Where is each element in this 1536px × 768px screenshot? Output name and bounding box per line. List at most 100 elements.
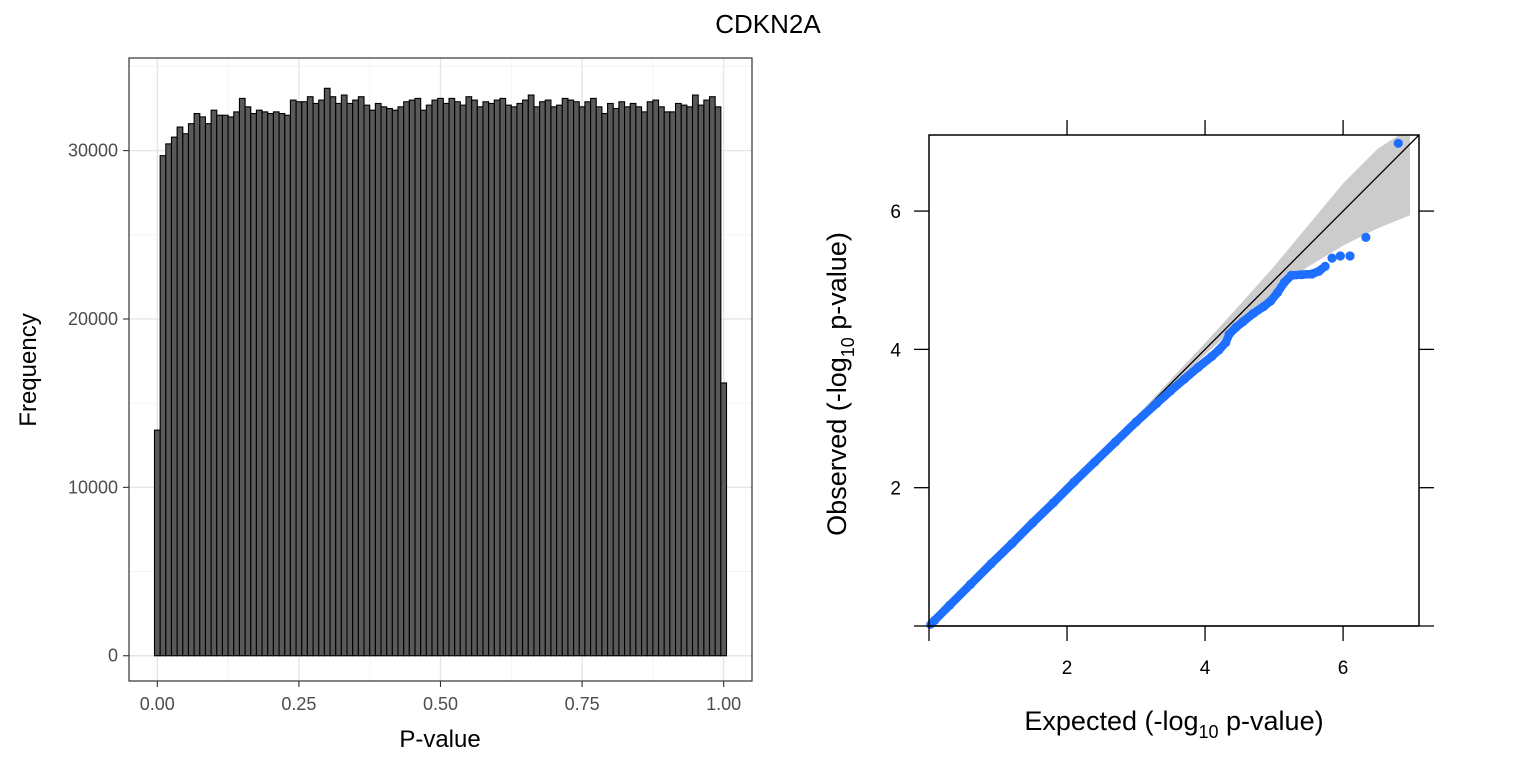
histogram-bar — [516, 102, 524, 657]
histogram-bars — [153, 87, 728, 657]
histogram-bar — [561, 97, 569, 657]
qq-y-label-sub: 10 — [838, 337, 858, 357]
figure-title: CDKN2A — [715, 9, 821, 39]
histogram-bar — [403, 101, 410, 657]
histogram-bar — [448, 97, 456, 657]
histogram-bar — [618, 101, 626, 657]
histogram-bar — [216, 114, 223, 657]
qq-point — [1165, 386, 1176, 396]
histogram-bar — [624, 106, 631, 657]
histogram-bar — [697, 104, 705, 657]
histogram-bar — [657, 106, 665, 657]
histogram-bar — [629, 102, 637, 657]
histogram-bar — [533, 106, 541, 657]
qq-y-tick-label: 6 — [890, 202, 901, 223]
histogram-bar — [244, 106, 252, 657]
histogram-bar — [578, 106, 586, 657]
qq-point — [1259, 301, 1269, 312]
histogram-bar — [250, 113, 257, 657]
qq-x-tick-label: 2 — [1062, 658, 1073, 679]
histogram-bar — [510, 106, 518, 657]
histogram-bar — [488, 102, 495, 657]
histogram-bar — [482, 101, 490, 657]
histogram-bar — [703, 99, 711, 657]
histogram-bar — [391, 109, 399, 657]
histogram-bar — [708, 96, 716, 657]
qq-x-tick-label: 6 — [1338, 658, 1349, 679]
qq-point — [1179, 374, 1189, 384]
histogram-bar — [369, 109, 376, 657]
histogram-bar — [284, 114, 291, 657]
histogram-bar — [646, 101, 654, 657]
qq-point — [1131, 417, 1141, 427]
histogram-bar — [312, 102, 320, 657]
histogram-bar — [289, 99, 297, 657]
histogram-bar — [420, 109, 427, 657]
hist-y-tick-label: 0 — [108, 646, 118, 666]
qq-point — [1393, 138, 1403, 148]
qq-point — [1327, 253, 1337, 263]
qq-point — [929, 615, 940, 626]
histogram-bar — [306, 96, 314, 657]
qq-point — [945, 600, 955, 610]
histogram-bar — [601, 113, 609, 657]
histogram-bar — [267, 113, 274, 657]
histogram-bar — [635, 106, 643, 657]
histogram-bar — [204, 123, 212, 657]
histogram-bar — [408, 99, 416, 657]
histogram-bar — [227, 116, 235, 657]
hist-y-tick-label: 10000 — [68, 477, 118, 497]
qq-point — [1207, 351, 1217, 361]
histogram-bar — [323, 87, 331, 657]
qq-y-tick-label: 4 — [890, 340, 901, 361]
hist-x-tick-label: 0.25 — [281, 694, 316, 714]
hist-x-tick-label: 0.50 — [423, 694, 458, 714]
histogram-bar — [357, 96, 365, 657]
histogram-bar — [595, 106, 603, 657]
qq-x-label-sub: 10 — [1199, 722, 1219, 742]
hist-y-tick-label: 30000 — [68, 141, 118, 161]
qq-point — [1361, 232, 1371, 242]
hist-x-tick-label: 0.75 — [565, 694, 600, 714]
qq-point — [1320, 261, 1330, 271]
histogram-bar — [386, 107, 393, 657]
qq-point — [1248, 308, 1258, 319]
qq-point — [1048, 498, 1058, 508]
histogram-bar — [153, 429, 161, 657]
histogram-bar — [720, 382, 728, 657]
qq-points — [926, 138, 1403, 629]
qq-point — [1090, 457, 1100, 467]
histogram-bar — [556, 104, 563, 657]
histogram-bar — [499, 97, 507, 657]
qq-y-tick-label: 2 — [890, 479, 901, 500]
histogram-bar — [459, 104, 467, 657]
histogram-bar — [527, 94, 535, 657]
qq-x-label-main: Expected (-log — [1024, 706, 1198, 736]
hist-y-tick-label: 20000 — [68, 309, 118, 329]
qq-x-label-rest: p-value) — [1219, 706, 1324, 736]
histogram-bar — [165, 143, 173, 657]
qq-point — [986, 559, 996, 569]
histogram-bar — [329, 96, 337, 657]
histogram-bar — [431, 99, 439, 657]
qq-point — [1110, 437, 1120, 447]
qq-point — [1297, 270, 1307, 280]
histogram-x-ticks: 0.00 0.25 0.50 0.75 1.00 — [140, 681, 741, 714]
qq-point — [1272, 288, 1283, 298]
histogram-bar — [221, 114, 229, 657]
histogram-bar — [425, 104, 433, 657]
qq-point — [1238, 317, 1248, 327]
histogram-bar — [346, 102, 354, 657]
qq-point — [1335, 251, 1345, 261]
qq-point — [1345, 251, 1355, 261]
histogram-bar — [380, 106, 388, 657]
histogram-bar — [454, 101, 461, 657]
histogram-bar — [261, 111, 269, 657]
hist-x-tick-label: 0.00 — [140, 694, 175, 714]
histogram-y-ticks: 0 10000 20000 30000 — [68, 141, 129, 666]
qq-y-axis-label: Observed (-log10 p-value) — [822, 232, 858, 536]
qq-point — [1224, 329, 1234, 339]
histogram-bar — [550, 106, 558, 657]
qq-y-label-rest: p-value) — [822, 232, 852, 337]
